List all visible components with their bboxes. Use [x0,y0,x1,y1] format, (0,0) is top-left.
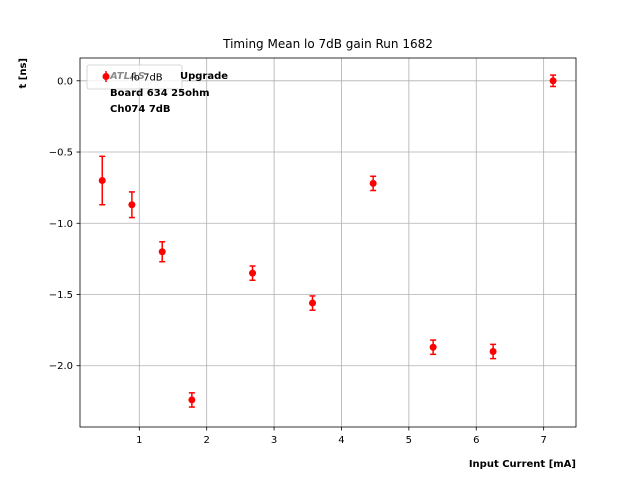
data-point [549,77,557,85]
plot-frame [79,57,577,428]
x-tick-label: 4 [338,435,344,446]
x-tick-label: 3 [271,435,277,446]
data-point [489,347,497,355]
data-point-group [249,265,257,282]
x-tick-label: 5 [406,435,412,446]
annotation-board: Board 634 25ohm [110,88,210,99]
x-tick-label: 7 [540,435,546,446]
data-point-group [128,191,136,219]
y-tick-label: −0.5 [49,148,73,159]
x-tick-label: 2 [204,435,210,446]
data-point [98,177,106,185]
data-point [128,201,136,209]
y-tick-label: −1.0 [49,219,73,230]
y-axis-label: t [ns] [18,58,29,88]
data-point-group [489,343,497,360]
y-tick-label: −1.5 [49,290,73,301]
data-point [249,269,257,277]
legend-marker [102,73,110,80]
legend: lo 7dB [86,64,183,90]
data-point [309,299,316,307]
legend-box [86,64,183,90]
data-point-group [309,295,316,311]
x-tick-label: 6 [473,435,479,446]
data-points [98,74,557,408]
data-point [369,179,377,187]
data-point-group [158,241,166,263]
chart-title: Timing Mean lo 7dB gain Run 1682 [222,37,433,51]
data-point-group [188,392,196,408]
data-point-group [98,155,106,206]
x-tick-label: 1 [136,435,142,446]
atlas-label: ATLAS [109,71,145,82]
y-tick-label: −2.0 [49,361,73,372]
x-axis-label: Input Current [mA] [469,459,576,470]
annotation-block: ATLAS Upgrade Board 634 25ohm Ch074 7dB [109,71,228,115]
annotation-channel: Ch074 7dB [110,104,171,115]
data-point [429,343,437,351]
y-tick-label: 0.0 [57,76,73,87]
data-point-group [549,74,557,88]
data-point [188,396,196,404]
atlas-suffix: Upgrade [180,71,228,82]
data-point [158,248,166,256]
data-point-group [429,339,437,356]
legend-label: lo 7dB [131,73,163,84]
data-point-group [369,175,377,192]
axis-ticks: 1 2 3 4 5 6 7 0.0 −0.5 −1.0 −1.5 −2.0 [49,76,547,446]
